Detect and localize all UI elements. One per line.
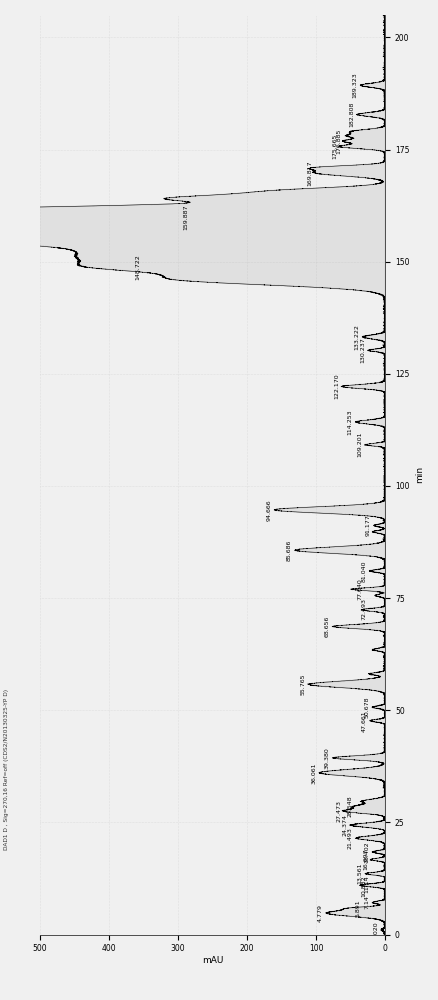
Text: 24.374: 24.374	[342, 814, 346, 836]
Text: 189.323: 189.323	[352, 72, 357, 98]
Text: 13.561: 13.561	[357, 863, 362, 884]
Text: 77.040: 77.040	[357, 578, 362, 600]
Text: 28.548: 28.548	[347, 796, 352, 817]
Text: 114.253: 114.253	[347, 409, 352, 435]
Text: 85.686: 85.686	[286, 539, 291, 561]
Text: 27.473: 27.473	[336, 800, 341, 822]
Text: 7.14: 7.14	[364, 896, 368, 909]
Text: DAD1 D , Sig=270,16 Ref=off (CDS2/N20130325-YP D): DAD1 D , Sig=270,16 Ref=off (CDS2/N20130…	[4, 689, 9, 850]
Text: 10.832: 10.832	[361, 875, 366, 897]
Text: 18.402: 18.402	[364, 841, 368, 863]
Text: 16.697: 16.697	[362, 849, 367, 870]
Text: 11.14: 11.14	[364, 876, 368, 893]
Text: 4.779: 4.779	[318, 904, 322, 922]
Text: 5.891: 5.891	[355, 899, 360, 917]
Text: 169.817: 169.817	[307, 160, 312, 186]
Text: 148.722: 148.722	[135, 255, 140, 280]
Text: 68.656: 68.656	[324, 616, 329, 637]
Text: 47.661: 47.661	[361, 710, 366, 732]
X-axis label: mAU: mAU	[201, 956, 223, 965]
Text: 91.177: 91.177	[365, 515, 370, 536]
Text: 1.020: 1.020	[372, 921, 378, 939]
Text: 36.061: 36.061	[311, 762, 315, 784]
Text: 122.170: 122.170	[333, 374, 338, 399]
Text: 133.222: 133.222	[354, 324, 359, 350]
Text: 175.665: 175.665	[331, 134, 336, 159]
Text: 182.808: 182.808	[348, 102, 353, 127]
Text: 81.040: 81.040	[361, 560, 366, 582]
Text: 109.201: 109.201	[357, 432, 362, 457]
Text: 176.885: 176.885	[336, 128, 341, 154]
Text: 50.678: 50.678	[364, 696, 368, 718]
Text: 72.493: 72.493	[361, 598, 366, 620]
Text: 159.887: 159.887	[183, 205, 188, 230]
Text: 21.493: 21.493	[347, 827, 352, 849]
Text: 94.666: 94.666	[266, 499, 271, 521]
Text: 55.765: 55.765	[300, 674, 305, 695]
Text: 130.237: 130.237	[359, 337, 364, 363]
Y-axis label: min: min	[414, 466, 423, 483]
Text: 39.380: 39.380	[324, 747, 329, 769]
